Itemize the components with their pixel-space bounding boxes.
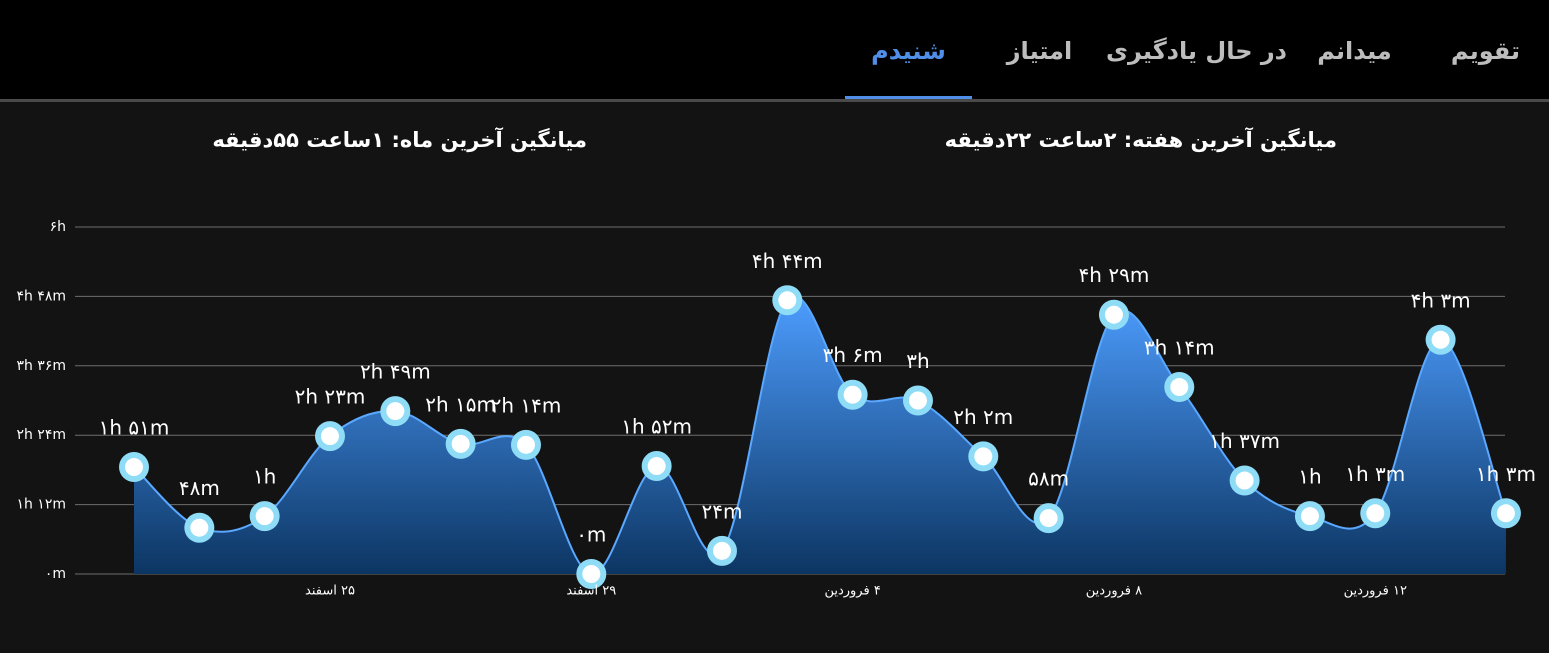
value-label: ۵۸m bbox=[1028, 467, 1069, 491]
value-label: ۳h ۶m bbox=[823, 343, 883, 367]
value-label: ۴h ۳m bbox=[1411, 288, 1471, 312]
y-tick-label: ۱h ۱۲m bbox=[16, 497, 66, 513]
point-center bbox=[974, 447, 993, 466]
value-label: ۱h ۵۲m bbox=[621, 415, 692, 439]
point-center bbox=[1235, 471, 1254, 490]
value-label: ۲۴m bbox=[701, 499, 742, 523]
point-center bbox=[908, 391, 927, 410]
point-center bbox=[712, 541, 731, 560]
y-tick-label: ۳h ۳۶m bbox=[16, 358, 66, 374]
value-label: ۱h ۳m bbox=[1345, 462, 1405, 486]
top-bar: تقویم میدانم در حال یادگیری امتیاز شنیدم bbox=[0, 0, 1549, 101]
x-tick-label: ۲۵ اسفند bbox=[305, 584, 355, 599]
point-center bbox=[516, 435, 535, 454]
value-label: ۴۸m bbox=[179, 476, 220, 500]
point-center bbox=[778, 291, 797, 310]
value-label: ۳h bbox=[906, 349, 929, 373]
y-tick-label: ۶h bbox=[50, 219, 66, 235]
point-center bbox=[255, 507, 274, 526]
separator bbox=[0, 99, 1549, 102]
month-average: میانگین آخرین ماه: ۱ساعت ۵۵دقیقه bbox=[212, 128, 587, 152]
value-label: ۳h ۱۴m bbox=[1144, 336, 1215, 360]
value-label: ۱h ۵۱m bbox=[99, 416, 170, 440]
value-label: ۴h ۴۴m bbox=[752, 249, 823, 273]
point-center bbox=[1039, 509, 1058, 528]
point-center bbox=[386, 402, 405, 421]
tab[interactable]: در حال یادگیری bbox=[1106, 37, 1287, 65]
y-tick-label: ۴h ۴۸m bbox=[16, 288, 66, 304]
tab[interactable]: شنیدم bbox=[845, 0, 972, 101]
point-center bbox=[647, 457, 666, 476]
point-center bbox=[1366, 504, 1385, 523]
value-label: ۰m bbox=[576, 523, 606, 547]
value-label: ۲h ۴۹m bbox=[360, 360, 431, 384]
tabs: تقویم میدانم در حال یادگیری امتیاز شنیدم bbox=[841, 0, 1549, 101]
value-label: ۲h ۱۵m bbox=[425, 392, 496, 416]
value-label: ۱h ۳m bbox=[1476, 462, 1536, 486]
value-label: ۲h ۲۳m bbox=[295, 385, 366, 409]
x-tick-label: ۴ فروردین bbox=[824, 584, 880, 599]
tab[interactable]: امتیاز bbox=[1006, 37, 1073, 65]
y-tick-label: ۰m bbox=[45, 566, 66, 582]
value-label: ۱h ۳۷m bbox=[1209, 429, 1280, 453]
point-center bbox=[843, 385, 862, 404]
value-label: ۲h ۲m bbox=[953, 405, 1013, 429]
point-center bbox=[125, 458, 143, 477]
point-center bbox=[320, 427, 339, 446]
point-center bbox=[1104, 305, 1123, 324]
y-tick-label: ۲h ۲۴m bbox=[16, 427, 66, 443]
value-label: ۲h ۱۴m bbox=[491, 393, 562, 417]
tab[interactable]: تقویم bbox=[1450, 37, 1521, 65]
point-center bbox=[451, 434, 470, 453]
point-center bbox=[1170, 378, 1189, 397]
value-label: ۱h bbox=[1298, 465, 1321, 489]
x-tick-label: ۸ فروردین bbox=[1086, 584, 1142, 599]
point-center bbox=[190, 518, 209, 537]
point-center bbox=[1431, 330, 1450, 349]
x-tick-label: ۲۹ اسفند bbox=[566, 584, 616, 599]
x-tick-label: ۱۲ فروردین bbox=[1344, 584, 1407, 599]
point-center bbox=[1300, 507, 1319, 526]
value-label: ۱h bbox=[253, 465, 276, 489]
tab[interactable]: میدانم bbox=[1317, 37, 1392, 65]
point-center bbox=[582, 565, 601, 583]
area bbox=[134, 296, 1506, 575]
point-center bbox=[1496, 504, 1515, 523]
value-label: ۴h ۲۹m bbox=[1079, 263, 1150, 287]
week-average: میانگین آخرین هفته: ۲ساعت ۲۲دقیقه bbox=[944, 128, 1337, 152]
